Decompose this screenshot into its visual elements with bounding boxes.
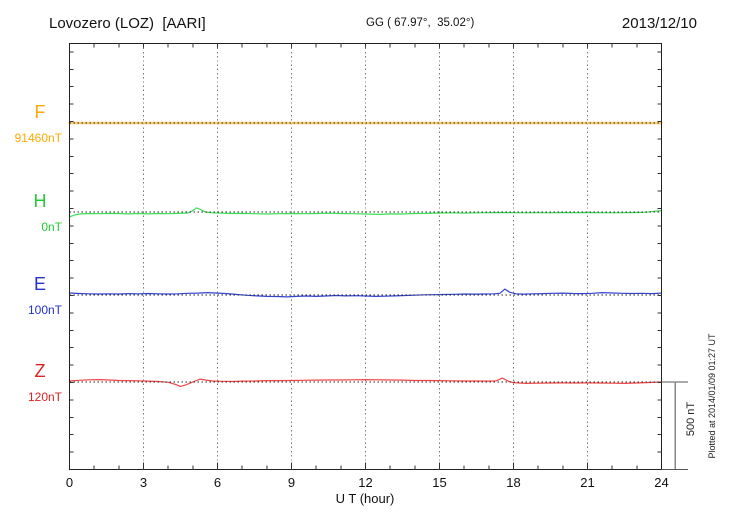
series-baseline-value-Z: 120nT: [27, 390, 62, 404]
plotted-timestamp: Plotted at 2014/01/09 01:27 UT: [707, 333, 717, 459]
plot-date: 2013/12/10: [621, 15, 697, 32]
series-label-F: F: [34, 102, 46, 122]
x-tick-label-12: 12: [358, 475, 373, 490]
x-tick-label-6: 6: [213, 475, 222, 490]
series-label-Z: Z: [34, 361, 46, 381]
x-tick-label-18: 18: [506, 475, 521, 490]
series-label-H: H: [33, 191, 47, 211]
station-title: Lovozero (LOZ) [AARI]: [49, 15, 206, 32]
x-tick-label-9: 9: [287, 475, 296, 490]
series-baseline-value-H: 0nT: [41, 220, 62, 234]
x-tick-label-21: 21: [580, 475, 595, 490]
scale-bar-label: 500 nT: [685, 401, 697, 437]
x-tick-label-3: 3: [139, 475, 148, 490]
x-tick-label-0: 0: [65, 475, 74, 490]
series-label-E: E: [33, 274, 46, 294]
series-baseline-value-F: 91460nT: [14, 131, 62, 145]
x-tick-label-15: 15: [432, 475, 447, 490]
x-tick-label-24: 24: [654, 475, 669, 490]
geographic-coordinates: GG ( 67.97°, 35.02°): [366, 17, 475, 29]
x-axis-title: U T (hour): [335, 491, 395, 506]
series-baseline-value-E: 100nT: [27, 303, 62, 317]
